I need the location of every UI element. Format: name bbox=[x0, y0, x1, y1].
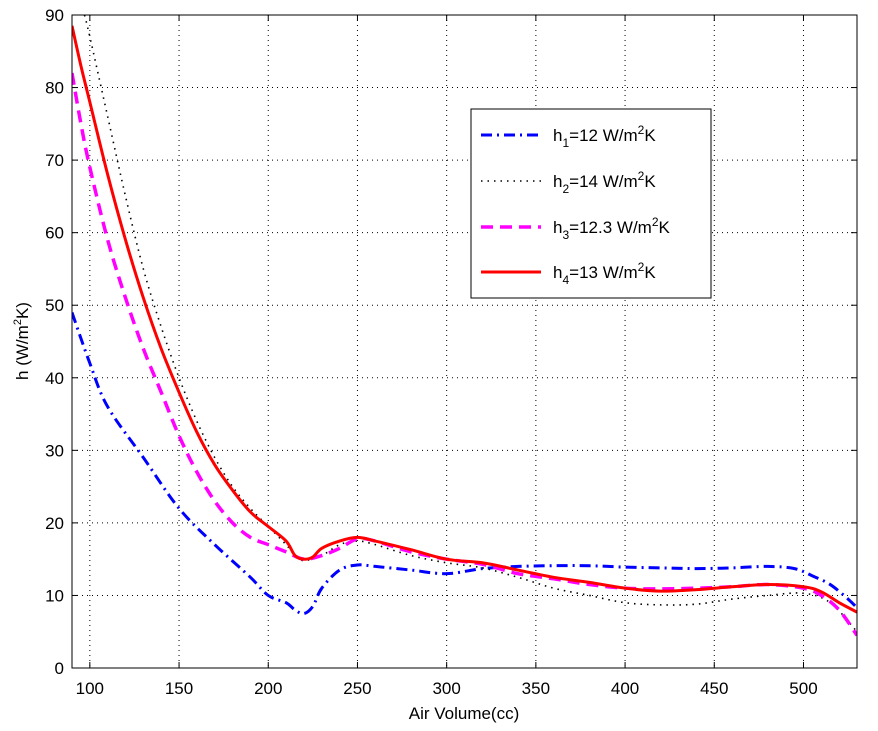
legend-entry-h1: h1=12 W/m2K bbox=[553, 123, 656, 150]
plot-series bbox=[72, 15, 857, 637]
series-line-h1 bbox=[72, 311, 857, 616]
x-tick-label: 450 bbox=[700, 679, 728, 698]
series-line-h4 bbox=[72, 25, 857, 614]
x-tick-label: 250 bbox=[343, 679, 371, 698]
legend-entry-h4: h4=13 W/m2K bbox=[553, 260, 656, 287]
y-tick-label: 40 bbox=[45, 369, 64, 388]
y-tick-label: 80 bbox=[45, 79, 64, 98]
y-tick-label: 70 bbox=[45, 151, 64, 170]
y-axis-label: h (W/m2K) bbox=[12, 302, 32, 380]
plot-frame bbox=[71, 14, 858, 669]
y-tick-label: 0 bbox=[55, 659, 64, 678]
axis-ticks: 100 150 200 250 300 350 400 450 500 0 10 20 30 40 50 60… bbox=[45, 6, 857, 698]
grid-lines bbox=[72, 14, 857, 669]
y-axis-label-main: h (W/m bbox=[13, 325, 32, 380]
legend: h1=12 W/m2K h2=14 W/m2K h3=12.3 W/m2K h4… bbox=[470, 108, 712, 299]
y-tick-label: 20 bbox=[45, 514, 64, 533]
x-tick-label: 350 bbox=[522, 679, 550, 698]
y-tick-label: 90 bbox=[45, 6, 64, 25]
y-tick-label: 30 bbox=[45, 441, 64, 460]
x-tick-label: 500 bbox=[789, 679, 817, 698]
series-line-h2 bbox=[83, 15, 857, 633]
series-line-h3 bbox=[72, 72, 857, 637]
legend-samples bbox=[481, 133, 541, 274]
x-axis-label: Air Volume(cc) bbox=[409, 704, 520, 723]
y-axis-label-sup: 2 bbox=[12, 319, 24, 325]
x-tick-label: 150 bbox=[165, 679, 193, 698]
x-tick-label: 200 bbox=[254, 679, 282, 698]
y-tick-label: 60 bbox=[45, 224, 64, 243]
legend-box bbox=[470, 108, 712, 299]
y-axis-label-tail: K) bbox=[13, 302, 32, 319]
x-tick-label: 300 bbox=[432, 679, 460, 698]
y-tick-label: 10 bbox=[45, 586, 64, 605]
y-tick-label: 50 bbox=[45, 296, 64, 315]
x-tick-label: 100 bbox=[76, 679, 104, 698]
legend-entry-h2: h2=14 W/m2K bbox=[553, 169, 656, 196]
legend-entry-h3: h3=12.3 W/m2K bbox=[553, 215, 671, 242]
x-tick-label: 400 bbox=[611, 679, 639, 698]
